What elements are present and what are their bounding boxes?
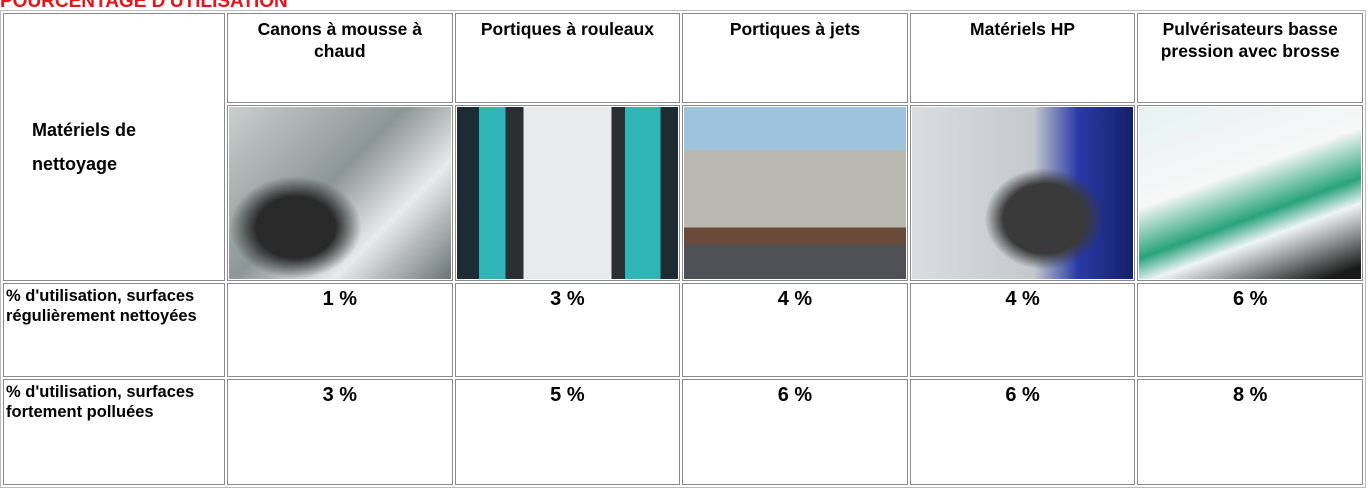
column-header: Portiques à rouleaux — [455, 13, 681, 103]
photo-cell — [455, 105, 681, 281]
value-cell: 1 % — [227, 283, 453, 377]
value-cell: 3 % — [227, 379, 453, 485]
table-row: % d'utilisation, surfaces régulièrement … — [3, 283, 1363, 377]
value-cell: 5 % — [455, 379, 681, 485]
value-cell: 4 % — [682, 283, 908, 377]
photo — [1139, 107, 1361, 279]
page: {"title": "POURCENTAGE D'UTILISATION", "… — [0, 0, 1368, 472]
table-row: % d'utilisation, surfaces fortement poll… — [3, 379, 1363, 485]
value-cell: 4 % — [910, 283, 1136, 377]
column-header: Matériels HP — [910, 13, 1136, 103]
value-cell: 3 % — [455, 283, 681, 377]
photo-cell — [1137, 105, 1363, 281]
row-label: % d'utilisation, surfaces fortement poll… — [3, 379, 225, 485]
value-cell: 6 % — [682, 379, 908, 485]
photo-cell — [682, 105, 908, 281]
column-header: Canons à mousse à chaud — [227, 13, 453, 103]
photo-cell — [910, 105, 1136, 281]
value-cell: 6 % — [910, 379, 1136, 485]
corner-cell: Matériels de nettoyage — [3, 13, 225, 281]
photo — [457, 107, 679, 279]
photo — [912, 107, 1134, 279]
value-cell: 6 % — [1137, 283, 1363, 377]
row-label: % d'utilisation, surfaces régulièrement … — [3, 283, 225, 377]
column-header: Portiques à jets — [682, 13, 908, 103]
value-cell: 8 % — [1137, 379, 1363, 485]
photo — [684, 107, 906, 279]
column-header: Pulvérisateurs basse pression avec bross… — [1137, 13, 1363, 103]
photo-cell — [227, 105, 453, 281]
photo — [229, 107, 451, 279]
usage-table: Matériels de nettoyage Canons à mousse à… — [0, 10, 1366, 488]
